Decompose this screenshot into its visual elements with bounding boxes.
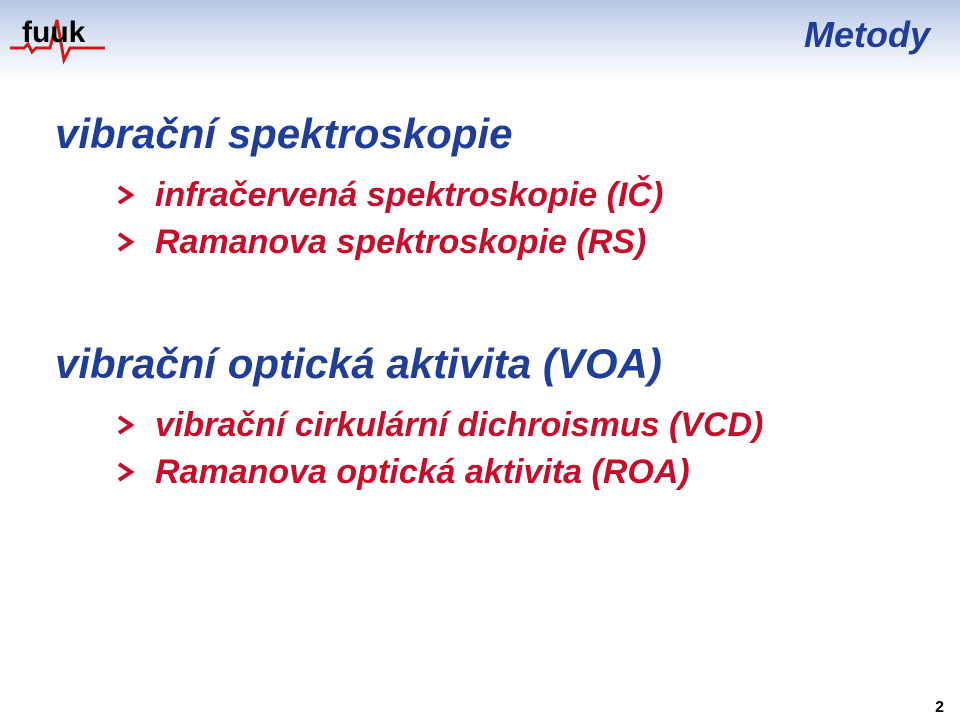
- section-heading-2: vibrační optická aktivita (VOA): [55, 340, 920, 388]
- bullet-text: vibrační cirkulární dichroismus (VCD): [155, 406, 763, 445]
- bullet-text: Ramanova optická aktivita (ROA): [155, 453, 690, 492]
- page-number: 2: [935, 699, 944, 717]
- list-item: infračervená spektroskopie (IČ): [115, 176, 920, 215]
- section-heading-1: vibrační spektroskopie: [55, 110, 920, 158]
- bullet-list-1: infračervená spektroskopie (IČ) Ramanova…: [115, 176, 920, 262]
- logo-svg: fuuk: [10, 8, 130, 68]
- bullet-list-2: vibrační cirkulární dichroismus (VCD) Ra…: [115, 406, 920, 492]
- page-title: Metody: [804, 14, 930, 56]
- content-area: vibrační spektroskopie infračervená spek…: [55, 110, 920, 500]
- list-item: Ramanova spektroskopie (RS): [115, 223, 920, 262]
- list-item: Ramanova optická aktivita (ROA): [115, 453, 920, 492]
- chevron-right-icon: [115, 414, 137, 436]
- logo-text: fuuk: [22, 16, 86, 49]
- bullet-text: Ramanova spektroskopie (RS): [155, 223, 646, 262]
- chevron-right-icon: [115, 184, 137, 206]
- list-item: vibrační cirkulární dichroismus (VCD): [115, 406, 920, 445]
- chevron-right-icon: [115, 461, 137, 483]
- bullet-text: infračervená spektroskopie (IČ): [155, 176, 663, 215]
- logo: fuuk: [10, 8, 130, 73]
- spacer: [55, 270, 920, 340]
- slide: fuuk Metody vibrační spektroskopie infra…: [0, 0, 960, 727]
- chevron-right-icon: [115, 231, 137, 253]
